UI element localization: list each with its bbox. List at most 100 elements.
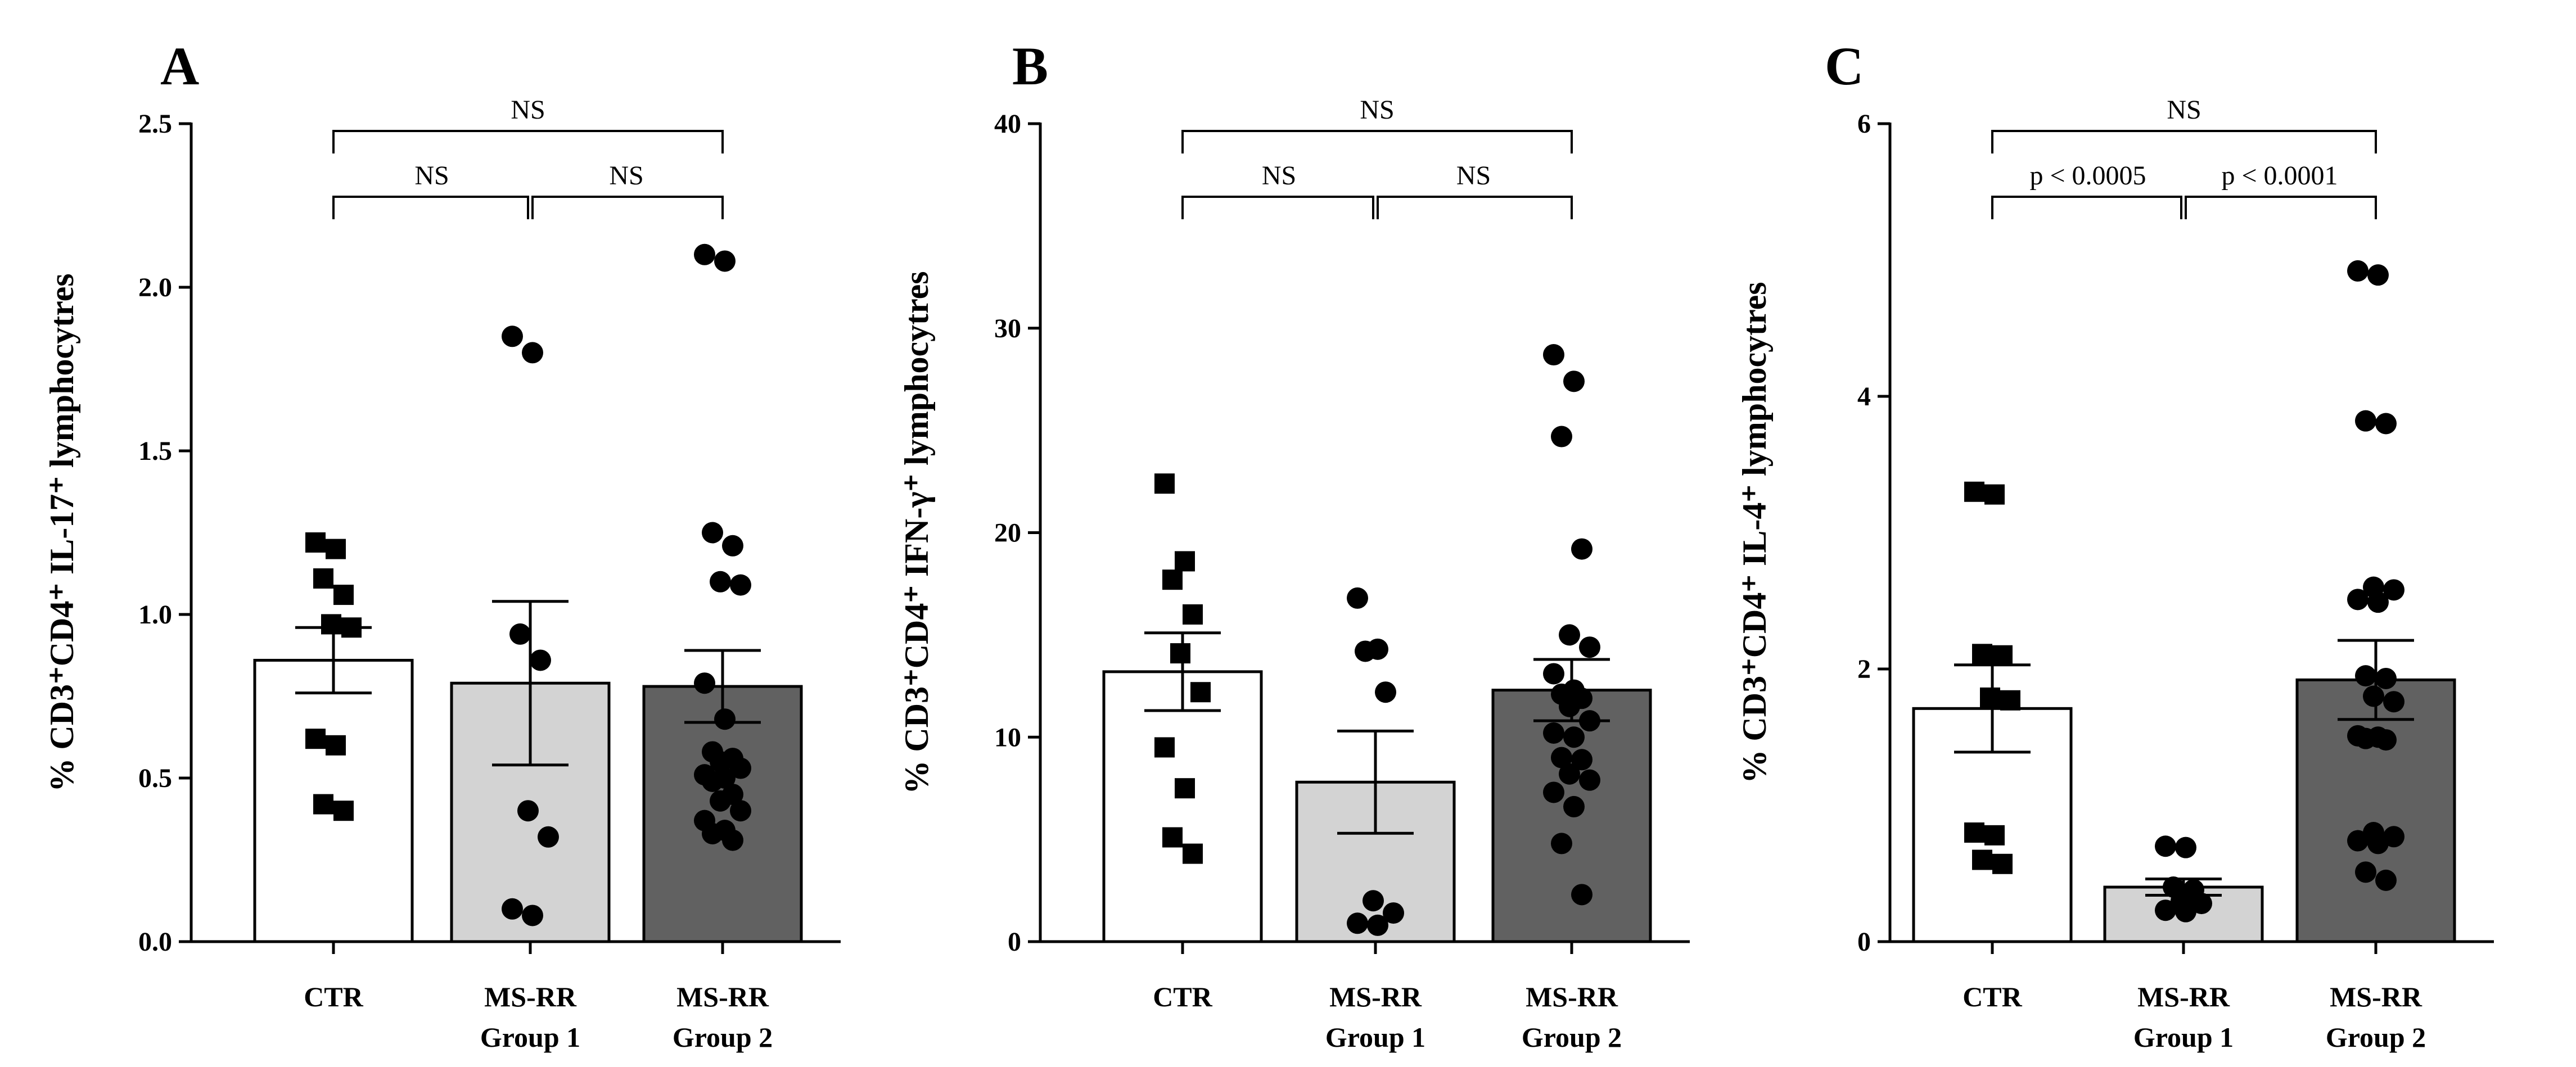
y-axis-label: % CD3⁺CD4⁺ IL-4⁺ lymphocytres (1736, 282, 1773, 783)
data-point (1964, 822, 1984, 843)
data-point (1154, 737, 1175, 758)
data-point (1162, 827, 1183, 848)
data-point (710, 750, 731, 772)
data-point (341, 617, 362, 638)
data-point (305, 532, 326, 553)
data-point (1980, 687, 2000, 708)
data-point (1355, 640, 1376, 662)
data-point (1571, 538, 1592, 560)
panel-letter: A (160, 36, 199, 96)
data-point (1551, 426, 1572, 447)
significance-label: NS (2167, 95, 2201, 125)
category-label: CTR (1153, 981, 1212, 1012)
data-point (702, 522, 723, 544)
data-point (326, 539, 346, 559)
data-point (2375, 869, 2397, 891)
data-point (2191, 893, 2212, 915)
category-label: MS-RR (2330, 981, 2422, 1012)
data-point (2367, 264, 2389, 286)
y-tick-label: 2.5 (138, 109, 172, 139)
data-point (730, 574, 751, 596)
data-point (1563, 726, 1585, 748)
significance-bracket (1991, 130, 2377, 153)
data-point (714, 250, 736, 272)
data-point (714, 708, 736, 730)
category-label: Group 2 (673, 1021, 773, 1053)
data-point (1543, 722, 1564, 744)
data-point (1183, 604, 1203, 625)
data-point (730, 800, 751, 822)
data-point (538, 826, 559, 848)
category-label: MS-RR (2137, 981, 2230, 1012)
y-tick-label: 4 (1857, 382, 1871, 412)
y-tick-label: 2 (1857, 654, 1871, 684)
data-point (1175, 551, 1195, 572)
data-point (1347, 587, 1368, 609)
data-point (2155, 835, 2176, 857)
data-point (730, 757, 751, 779)
bar (1102, 670, 1263, 943)
data-point (305, 729, 326, 749)
significance-bracket (531, 196, 724, 219)
data-point (1154, 473, 1175, 494)
y-axis-label: % CD3⁺CD4⁺ IFN-γ⁺ lymphocytres (898, 271, 935, 794)
data-point (2363, 685, 2384, 707)
category-label: Group 1 (1325, 1021, 1425, 1053)
data-point (1563, 795, 1585, 817)
data-point (1579, 769, 1600, 791)
data-point (702, 822, 723, 844)
y-tick-label: 40 (994, 109, 1021, 139)
data-point (2383, 691, 2404, 713)
data-point (1183, 843, 1203, 864)
panel-b: B % CD3⁺CD4⁺ IFN-γ⁺ lymphocytres 0 10 20 30 40… (898, 36, 1690, 1053)
data-point (1551, 747, 1572, 768)
significance-bracket (332, 196, 529, 219)
data-point (502, 898, 523, 920)
y-tick-label: 30 (994, 314, 1021, 343)
data-point (694, 243, 715, 265)
data-point (1363, 890, 1384, 912)
data-point (321, 614, 341, 635)
data-point (2175, 837, 2196, 858)
data-point (1543, 663, 1564, 685)
data-point (1367, 914, 1388, 936)
data-point (1972, 849, 1992, 870)
data-point (1383, 902, 1404, 924)
data-point (1992, 645, 2013, 666)
data-point (333, 585, 354, 605)
panel-c: C % CD3⁺CD4⁺ IL-4⁺ lymphocytres 0 2 4 6 CTR MS-… (1736, 36, 2494, 1053)
data-point (313, 568, 333, 589)
data-point (1347, 912, 1368, 934)
data-point (1972, 644, 1992, 664)
category-label: MS-RR (484, 981, 577, 1012)
data-point (2155, 899, 2176, 921)
category-label: Group 1 (480, 1021, 580, 1053)
panel-letter: B (1012, 36, 1048, 96)
data-point (702, 770, 723, 792)
data-point (1543, 344, 1564, 366)
data-point (1571, 884, 1592, 906)
significance-bracket (332, 130, 724, 153)
data-point (313, 794, 333, 815)
data-point (2375, 413, 2397, 435)
significance-bracket (1181, 130, 1573, 153)
data-point (2367, 833, 2389, 854)
data-point (2355, 665, 2376, 687)
data-point (1964, 481, 1984, 502)
significance-label: NS (1360, 95, 1394, 125)
data-point (1190, 682, 1211, 703)
data-point (1571, 749, 1592, 771)
data-point (326, 735, 346, 756)
data-point (722, 535, 743, 557)
data-point (530, 649, 551, 671)
data-point (522, 905, 543, 926)
data-point (1984, 825, 2005, 846)
y-tick-label: 1.0 (138, 600, 172, 630)
data-point (1375, 681, 1396, 703)
significance-label: p < 0.0005 (2029, 161, 2146, 191)
data-point (2383, 579, 2404, 601)
data-point (1551, 833, 1572, 854)
data-point (1984, 484, 2005, 505)
data-point (517, 800, 539, 822)
